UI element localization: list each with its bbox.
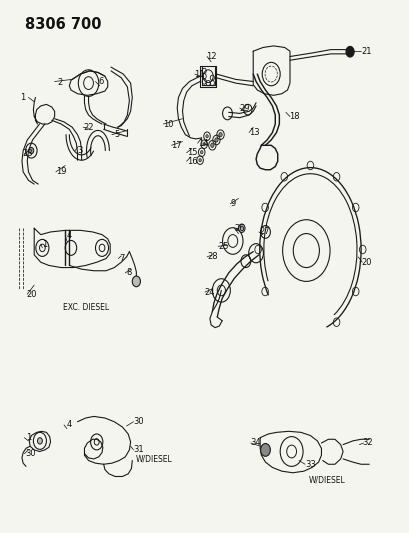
- Text: EXC. DIESEL: EXC. DIESEL: [63, 303, 109, 312]
- Text: 22: 22: [83, 123, 94, 132]
- Text: 31: 31: [133, 446, 144, 455]
- Text: W/DIESEL: W/DIESEL: [135, 455, 172, 463]
- Text: 8306 700: 8306 700: [25, 17, 101, 32]
- Text: 6: 6: [98, 77, 103, 86]
- Circle shape: [200, 151, 202, 154]
- Text: 26: 26: [234, 224, 245, 233]
- Text: 9: 9: [230, 199, 236, 208]
- Text: 21: 21: [360, 47, 371, 55]
- Text: 13: 13: [248, 128, 259, 137]
- Circle shape: [202, 143, 205, 146]
- Circle shape: [345, 46, 353, 57]
- Text: 18: 18: [289, 112, 299, 121]
- Text: 2: 2: [57, 77, 63, 86]
- Text: 32: 32: [362, 439, 372, 448]
- Text: 12: 12: [205, 52, 216, 61]
- Text: 23: 23: [22, 149, 32, 158]
- Circle shape: [218, 133, 222, 137]
- Text: 24: 24: [204, 287, 215, 296]
- Text: 34: 34: [250, 439, 261, 448]
- Text: 4: 4: [67, 421, 72, 430]
- Circle shape: [29, 148, 34, 154]
- Text: 16: 16: [186, 157, 197, 166]
- Text: 33: 33: [304, 460, 315, 469]
- Text: 25: 25: [218, 242, 228, 251]
- Circle shape: [214, 138, 218, 142]
- Text: 27: 27: [258, 228, 269, 237]
- Text: 30: 30: [25, 449, 35, 458]
- Text: 10: 10: [162, 119, 173, 128]
- Text: 1: 1: [42, 240, 47, 249]
- Text: 20: 20: [26, 289, 36, 298]
- Text: 1: 1: [20, 93, 26, 102]
- Circle shape: [198, 159, 201, 162]
- Text: 30: 30: [133, 417, 144, 426]
- Text: 20: 20: [360, 258, 371, 266]
- Text: 11: 11: [193, 70, 204, 78]
- Circle shape: [205, 135, 208, 138]
- Text: 17: 17: [171, 141, 181, 150]
- Text: 15: 15: [186, 148, 197, 157]
- Text: 5: 5: [114, 130, 119, 139]
- Text: 4: 4: [67, 231, 72, 240]
- Circle shape: [37, 438, 42, 444]
- Circle shape: [238, 224, 245, 232]
- Text: 19: 19: [56, 167, 66, 176]
- Text: 29: 29: [239, 103, 249, 112]
- Text: W/DIESEL: W/DIESEL: [308, 476, 345, 484]
- Text: 28: 28: [207, 253, 217, 261]
- Text: 14: 14: [197, 139, 208, 148]
- Text: 1: 1: [26, 433, 31, 442]
- Circle shape: [132, 276, 140, 287]
- Text: 3: 3: [77, 146, 83, 155]
- Circle shape: [210, 143, 213, 148]
- Text: 7: 7: [119, 254, 125, 263]
- Circle shape: [260, 443, 270, 456]
- Text: 8: 8: [126, 269, 132, 277]
